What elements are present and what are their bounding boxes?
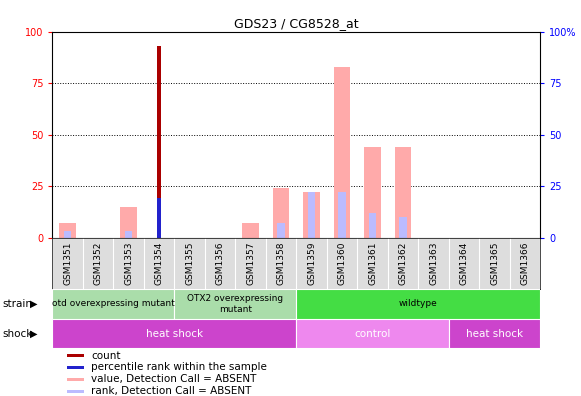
Text: GSM1354: GSM1354 [155,242,163,285]
Bar [67,354,84,357]
Text: otd overexpressing mutant: otd overexpressing mutant [52,299,175,308]
Text: GSM1351: GSM1351 [63,242,72,285]
Text: GSM1352: GSM1352 [94,242,102,285]
Text: GSM1365: GSM1365 [490,242,499,285]
Text: GSM1357: GSM1357 [246,242,255,285]
Text: wildtype: wildtype [399,299,437,308]
Bar [399,217,407,238]
Bar [272,188,289,238]
Bar [52,319,296,348]
Bar [242,223,259,238]
Text: ▶: ▶ [30,299,38,309]
Text: OTX2 overexpressing
mutant: OTX2 overexpressing mutant [187,294,284,314]
Bar [67,378,84,381]
Text: shock: shock [3,329,33,339]
Bar [449,319,540,348]
Text: GSM1356: GSM1356 [216,242,224,285]
Text: value, Detection Call = ABSENT: value, Detection Call = ABSENT [91,374,257,385]
Text: GSM1358: GSM1358 [277,242,285,285]
Bar [125,231,132,238]
Bar [394,147,411,238]
Text: GSM1353: GSM1353 [124,242,133,285]
Bar [157,198,162,238]
Bar [303,192,320,238]
Bar [296,319,449,348]
Bar [296,289,540,319]
Text: heat shock: heat shock [466,329,523,339]
Bar [52,289,174,319]
Text: GSM1360: GSM1360 [338,242,346,285]
Bar [120,207,137,238]
Bar [67,366,84,369]
Bar [308,192,315,238]
Text: GSM1361: GSM1361 [368,242,377,285]
Text: strain: strain [3,299,33,309]
Bar [364,147,381,238]
Text: control: control [354,329,391,339]
Bar [338,192,346,238]
Bar [174,289,296,319]
Bar [277,223,285,238]
Title: GDS23 / CG8528_at: GDS23 / CG8528_at [234,17,358,30]
Bar [59,223,76,238]
Text: GSM1366: GSM1366 [521,242,529,285]
Text: heat shock: heat shock [146,329,203,339]
Bar [369,213,376,238]
Bar [64,231,71,238]
Text: GSM1363: GSM1363 [429,242,438,285]
Bar [67,390,84,392]
Text: GSM1359: GSM1359 [307,242,316,285]
Text: GSM1362: GSM1362 [399,242,407,285]
Bar [157,46,162,238]
Text: count: count [91,350,121,361]
Text: rank, Detection Call = ABSENT: rank, Detection Call = ABSENT [91,386,252,396]
Bar [333,67,350,238]
Text: GSM1364: GSM1364 [460,242,468,285]
Text: GSM1355: GSM1355 [185,242,194,285]
Text: ▶: ▶ [30,329,38,339]
Text: percentile rank within the sample: percentile rank within the sample [91,362,267,373]
